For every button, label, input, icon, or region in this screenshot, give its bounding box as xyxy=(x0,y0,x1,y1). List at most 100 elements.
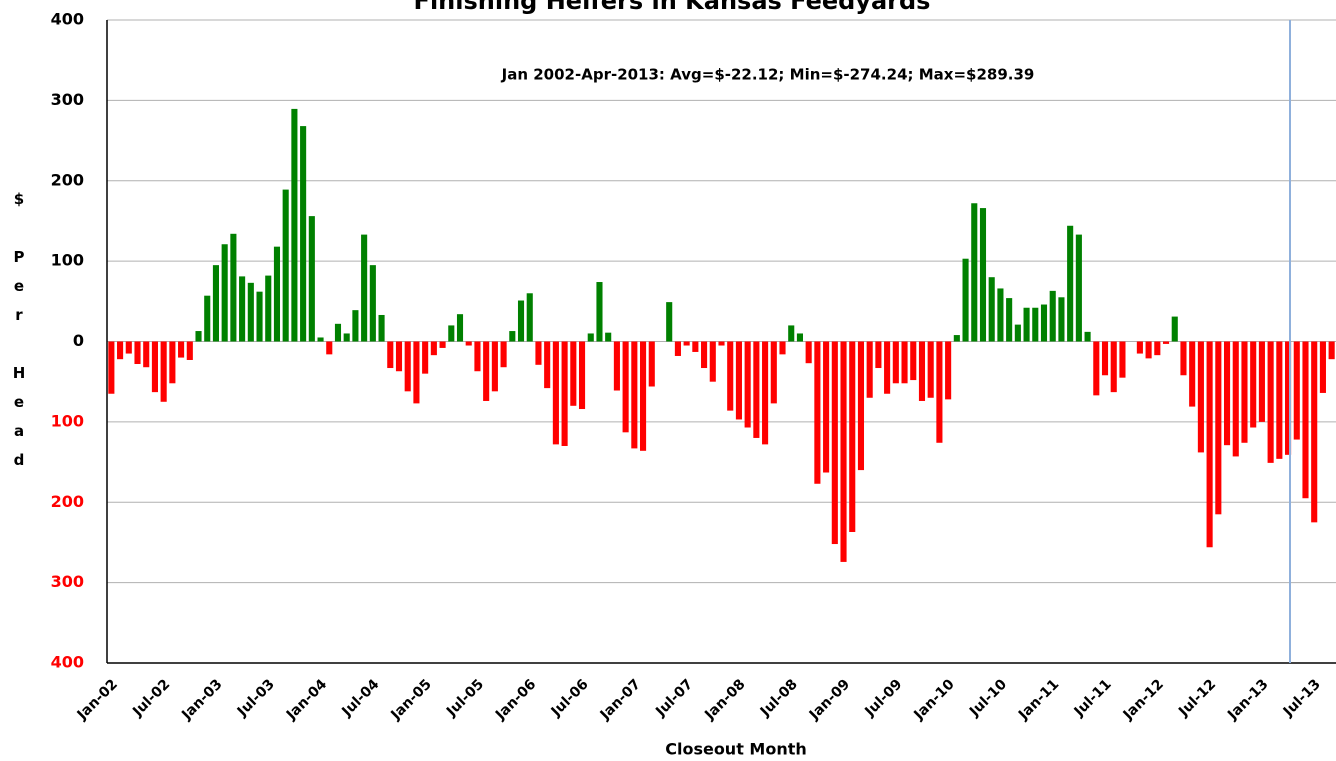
bar xyxy=(561,341,568,446)
bar xyxy=(666,302,673,342)
bar xyxy=(1171,316,1178,342)
bar xyxy=(1023,307,1030,342)
bar xyxy=(195,331,202,342)
y-tick-label: 300 xyxy=(51,90,84,109)
bar xyxy=(831,341,838,545)
bar xyxy=(352,310,359,342)
bar xyxy=(1040,304,1048,342)
y-tick-label: 400 xyxy=(51,10,84,29)
bar xyxy=(404,341,411,392)
y-tick-label: 100 xyxy=(51,251,84,270)
x-axis-title: Closeout Month xyxy=(665,740,807,759)
bar xyxy=(875,341,882,369)
bar xyxy=(143,341,150,368)
bar xyxy=(1267,341,1274,463)
bar xyxy=(788,325,795,342)
bar xyxy=(1319,341,1326,393)
bar xyxy=(430,341,437,356)
bar xyxy=(1232,341,1239,457)
bar xyxy=(465,341,472,346)
bar xyxy=(1075,234,1082,342)
bar xyxy=(273,246,281,342)
bar xyxy=(291,108,298,342)
bar xyxy=(509,331,516,342)
bar xyxy=(918,341,926,401)
x-tick-label: Jan-11 xyxy=(1015,676,1062,723)
x-tick-label: Jul-12 xyxy=(1175,676,1219,720)
y-tick-label: 200 xyxy=(51,492,84,511)
bar xyxy=(1206,341,1213,548)
bar xyxy=(125,341,132,354)
x-tick-label: Jul-02 xyxy=(129,676,173,720)
x-tick-label: Jan-04 xyxy=(283,676,330,723)
bar xyxy=(151,341,158,393)
bar xyxy=(901,341,908,384)
bar xyxy=(727,341,734,411)
bar xyxy=(1302,341,1309,499)
bar xyxy=(648,341,655,387)
bar xyxy=(221,244,228,342)
bar xyxy=(927,341,934,398)
bar xyxy=(997,288,1004,342)
bar xyxy=(483,341,490,401)
y-tick-label: 300 xyxy=(51,572,84,591)
bar xyxy=(474,341,481,372)
x-tick-label: Jan-09 xyxy=(806,676,853,723)
bar xyxy=(247,282,254,342)
y-tick-label: 0 xyxy=(73,331,84,350)
bar xyxy=(605,332,612,342)
bar xyxy=(674,341,681,356)
bar xyxy=(718,341,725,346)
y-axis-title: $ Per Head xyxy=(10,190,28,480)
annotation: Jan 2002-Apr-2013: Avg=$-22.12; Min=$-27… xyxy=(501,66,1035,84)
x-tick-label: Jan-10 xyxy=(910,676,957,723)
bar xyxy=(962,258,969,342)
x-tick-label: Jan-05 xyxy=(387,676,434,723)
bar xyxy=(448,325,455,342)
bar xyxy=(544,341,551,389)
bar xyxy=(239,276,246,342)
bar xyxy=(1311,341,1318,523)
bar xyxy=(892,341,899,384)
bar xyxy=(1215,341,1222,515)
bar xyxy=(535,341,542,365)
bar xyxy=(1258,341,1265,422)
x-tick-label: Jul-10 xyxy=(966,676,1010,720)
bar xyxy=(1032,307,1039,342)
bar xyxy=(613,341,620,391)
bar xyxy=(1223,341,1231,446)
bar xyxy=(735,341,742,420)
bar xyxy=(1197,341,1204,453)
y-tick-label: 100 xyxy=(51,411,84,430)
bar xyxy=(230,233,237,342)
bar xyxy=(1189,341,1196,407)
bar xyxy=(413,341,420,404)
bar xyxy=(361,234,368,342)
chart-title: Finishing Heifers in Kansas Feedyards xyxy=(414,0,931,15)
x-tick-label: Jul-13 xyxy=(1280,676,1324,720)
bar xyxy=(762,341,769,445)
bar xyxy=(936,341,943,443)
bar xyxy=(1110,341,1117,393)
bar xyxy=(517,300,525,342)
bar xyxy=(1058,297,1065,342)
bar xyxy=(1145,341,1152,359)
bar xyxy=(1162,341,1170,344)
bar xyxy=(840,341,847,562)
bar xyxy=(334,323,342,342)
bar xyxy=(1250,341,1257,428)
y-tick-label: 400 xyxy=(51,653,84,672)
bar xyxy=(378,314,385,342)
bar xyxy=(387,341,394,369)
bar xyxy=(256,291,263,342)
bar xyxy=(805,341,812,364)
bar xyxy=(814,341,821,484)
bar xyxy=(596,282,603,342)
bar xyxy=(282,189,289,342)
bar xyxy=(160,341,167,402)
x-tick-label: Jul-05 xyxy=(443,676,487,720)
bar xyxy=(326,341,333,355)
x-tick-label: Jul-07 xyxy=(652,676,696,720)
bar xyxy=(1276,341,1283,459)
bar xyxy=(1014,324,1021,342)
